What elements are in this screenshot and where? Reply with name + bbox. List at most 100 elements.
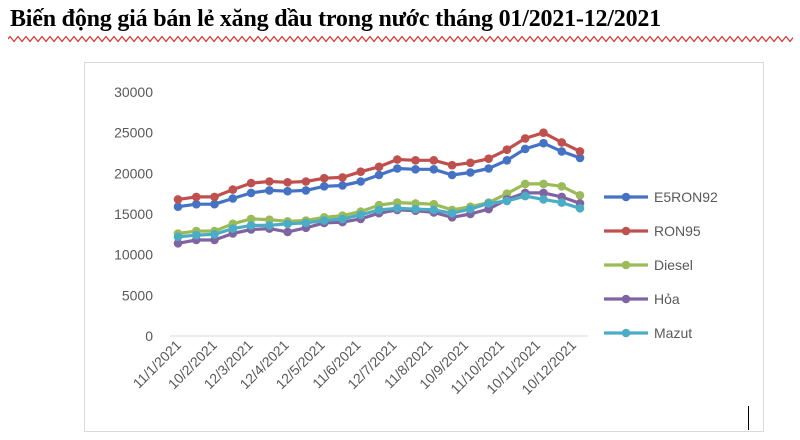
- data-point: [411, 165, 420, 174]
- legend-label: Hỏa: [654, 291, 680, 307]
- y-tick-label: 0: [145, 328, 153, 344]
- data-point: [429, 156, 439, 165]
- data-point: [557, 182, 566, 191]
- data-point: [228, 185, 238, 194]
- data-point: [228, 224, 238, 233]
- data-point: [374, 170, 384, 180]
- data-point: [338, 173, 347, 182]
- data-point: [192, 192, 201, 202]
- data-point: [466, 204, 475, 214]
- data-point: [466, 158, 475, 168]
- data-point: [575, 153, 585, 163]
- data-point: [338, 214, 347, 224]
- data-point: [393, 164, 402, 173]
- data-point: [210, 230, 219, 239]
- legend-label: Mazut: [654, 325, 692, 341]
- data-point: [173, 239, 183, 248]
- data-point: [484, 154, 493, 163]
- data-point: [173, 195, 183, 204]
- legend-swatch-marker: [621, 192, 631, 202]
- data-point: [411, 156, 420, 165]
- data-point: [265, 221, 274, 230]
- data-point: [301, 218, 311, 228]
- data-point: [246, 214, 256, 224]
- data-point: [192, 230, 201, 240]
- legend-label: E5RON92: [654, 189, 718, 205]
- data-point: [283, 178, 292, 187]
- y-tick-label: 10000: [114, 247, 153, 263]
- legend-label: Diesel: [654, 257, 693, 273]
- data-point: [502, 145, 512, 154]
- data-point: [429, 205, 439, 215]
- data-point: [301, 177, 311, 186]
- data-point: [502, 156, 512, 165]
- data-point: [520, 144, 530, 154]
- data-point: [520, 134, 530, 143]
- data-point: [539, 179, 548, 189]
- data-point: [301, 186, 311, 195]
- data-point: [228, 194, 238, 203]
- data-point: [447, 208, 457, 218]
- data-point: [283, 227, 292, 237]
- series-line-h-a: [176, 191, 582, 245]
- data-point: [520, 191, 530, 201]
- y-tick-label: 25000: [114, 125, 153, 141]
- data-point: [557, 198, 566, 207]
- legend-label: RON95: [654, 223, 701, 239]
- data-point: [265, 177, 274, 186]
- data-point: [210, 199, 219, 209]
- data-point: [429, 165, 439, 174]
- data-point: [575, 147, 585, 156]
- data-point: [173, 232, 183, 242]
- data-point: [411, 204, 420, 214]
- legend-swatch-marker: [621, 294, 631, 304]
- data-point: [283, 219, 292, 229]
- data-point: [374, 162, 384, 172]
- data-point: [557, 147, 566, 156]
- page-title: Biến động giá bán lẻ xăng dầu trong nước…: [10, 6, 661, 32]
- data-point: [575, 191, 585, 200]
- data-point: [539, 128, 548, 137]
- data-point: [319, 173, 329, 183]
- data-point: [356, 167, 366, 176]
- data-point: [557, 138, 566, 147]
- data-point: [356, 177, 366, 186]
- y-tick-label: 5000: [122, 287, 153, 303]
- y-tick-label: 20000: [114, 165, 153, 181]
- legend-swatch-marker: [621, 260, 631, 270]
- data-point: [447, 160, 457, 170]
- data-point: [466, 168, 475, 177]
- data-point: [265, 186, 274, 195]
- data-point: [374, 205, 384, 215]
- data-point: [539, 195, 548, 204]
- data-point: [393, 155, 402, 164]
- data-point: [210, 192, 219, 202]
- legend-swatch-marker: [621, 226, 631, 236]
- data-point: [319, 182, 329, 191]
- data-point: [319, 216, 329, 225]
- data-point: [356, 210, 366, 220]
- data-point: [393, 204, 402, 213]
- data-point: [192, 199, 201, 209]
- data-point: [539, 138, 548, 148]
- data-point: [539, 188, 548, 198]
- data-point: [484, 164, 493, 173]
- data-point: [246, 188, 256, 198]
- y-tick-label: 15000: [114, 206, 153, 222]
- data-point: [246, 221, 256, 230]
- chart-frame: [84, 62, 764, 432]
- data-point: [575, 204, 585, 213]
- spellcheck-squiggle: [8, 36, 793, 42]
- data-point: [283, 186, 292, 196]
- data-point: [338, 181, 347, 190]
- text-cursor: [748, 406, 749, 430]
- data-point: [502, 196, 512, 206]
- data-point: [447, 170, 457, 180]
- data-point: [520, 179, 530, 189]
- data-point: [246, 178, 256, 188]
- data-point: [484, 199, 493, 208]
- y-tick-label: 30000: [114, 84, 153, 100]
- legend-swatch-marker: [621, 328, 631, 338]
- data-point: [173, 202, 183, 211]
